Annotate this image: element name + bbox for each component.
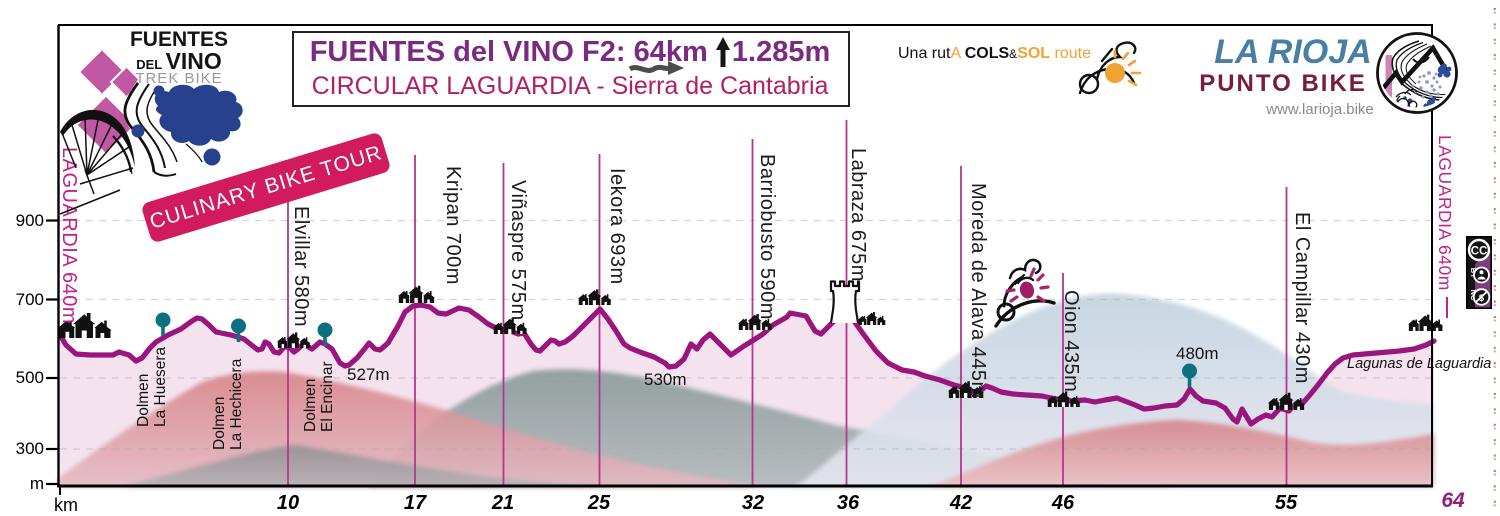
svg-text:CC: CC <box>1471 246 1488 258</box>
svg-text:$: $ <box>1479 293 1485 304</box>
